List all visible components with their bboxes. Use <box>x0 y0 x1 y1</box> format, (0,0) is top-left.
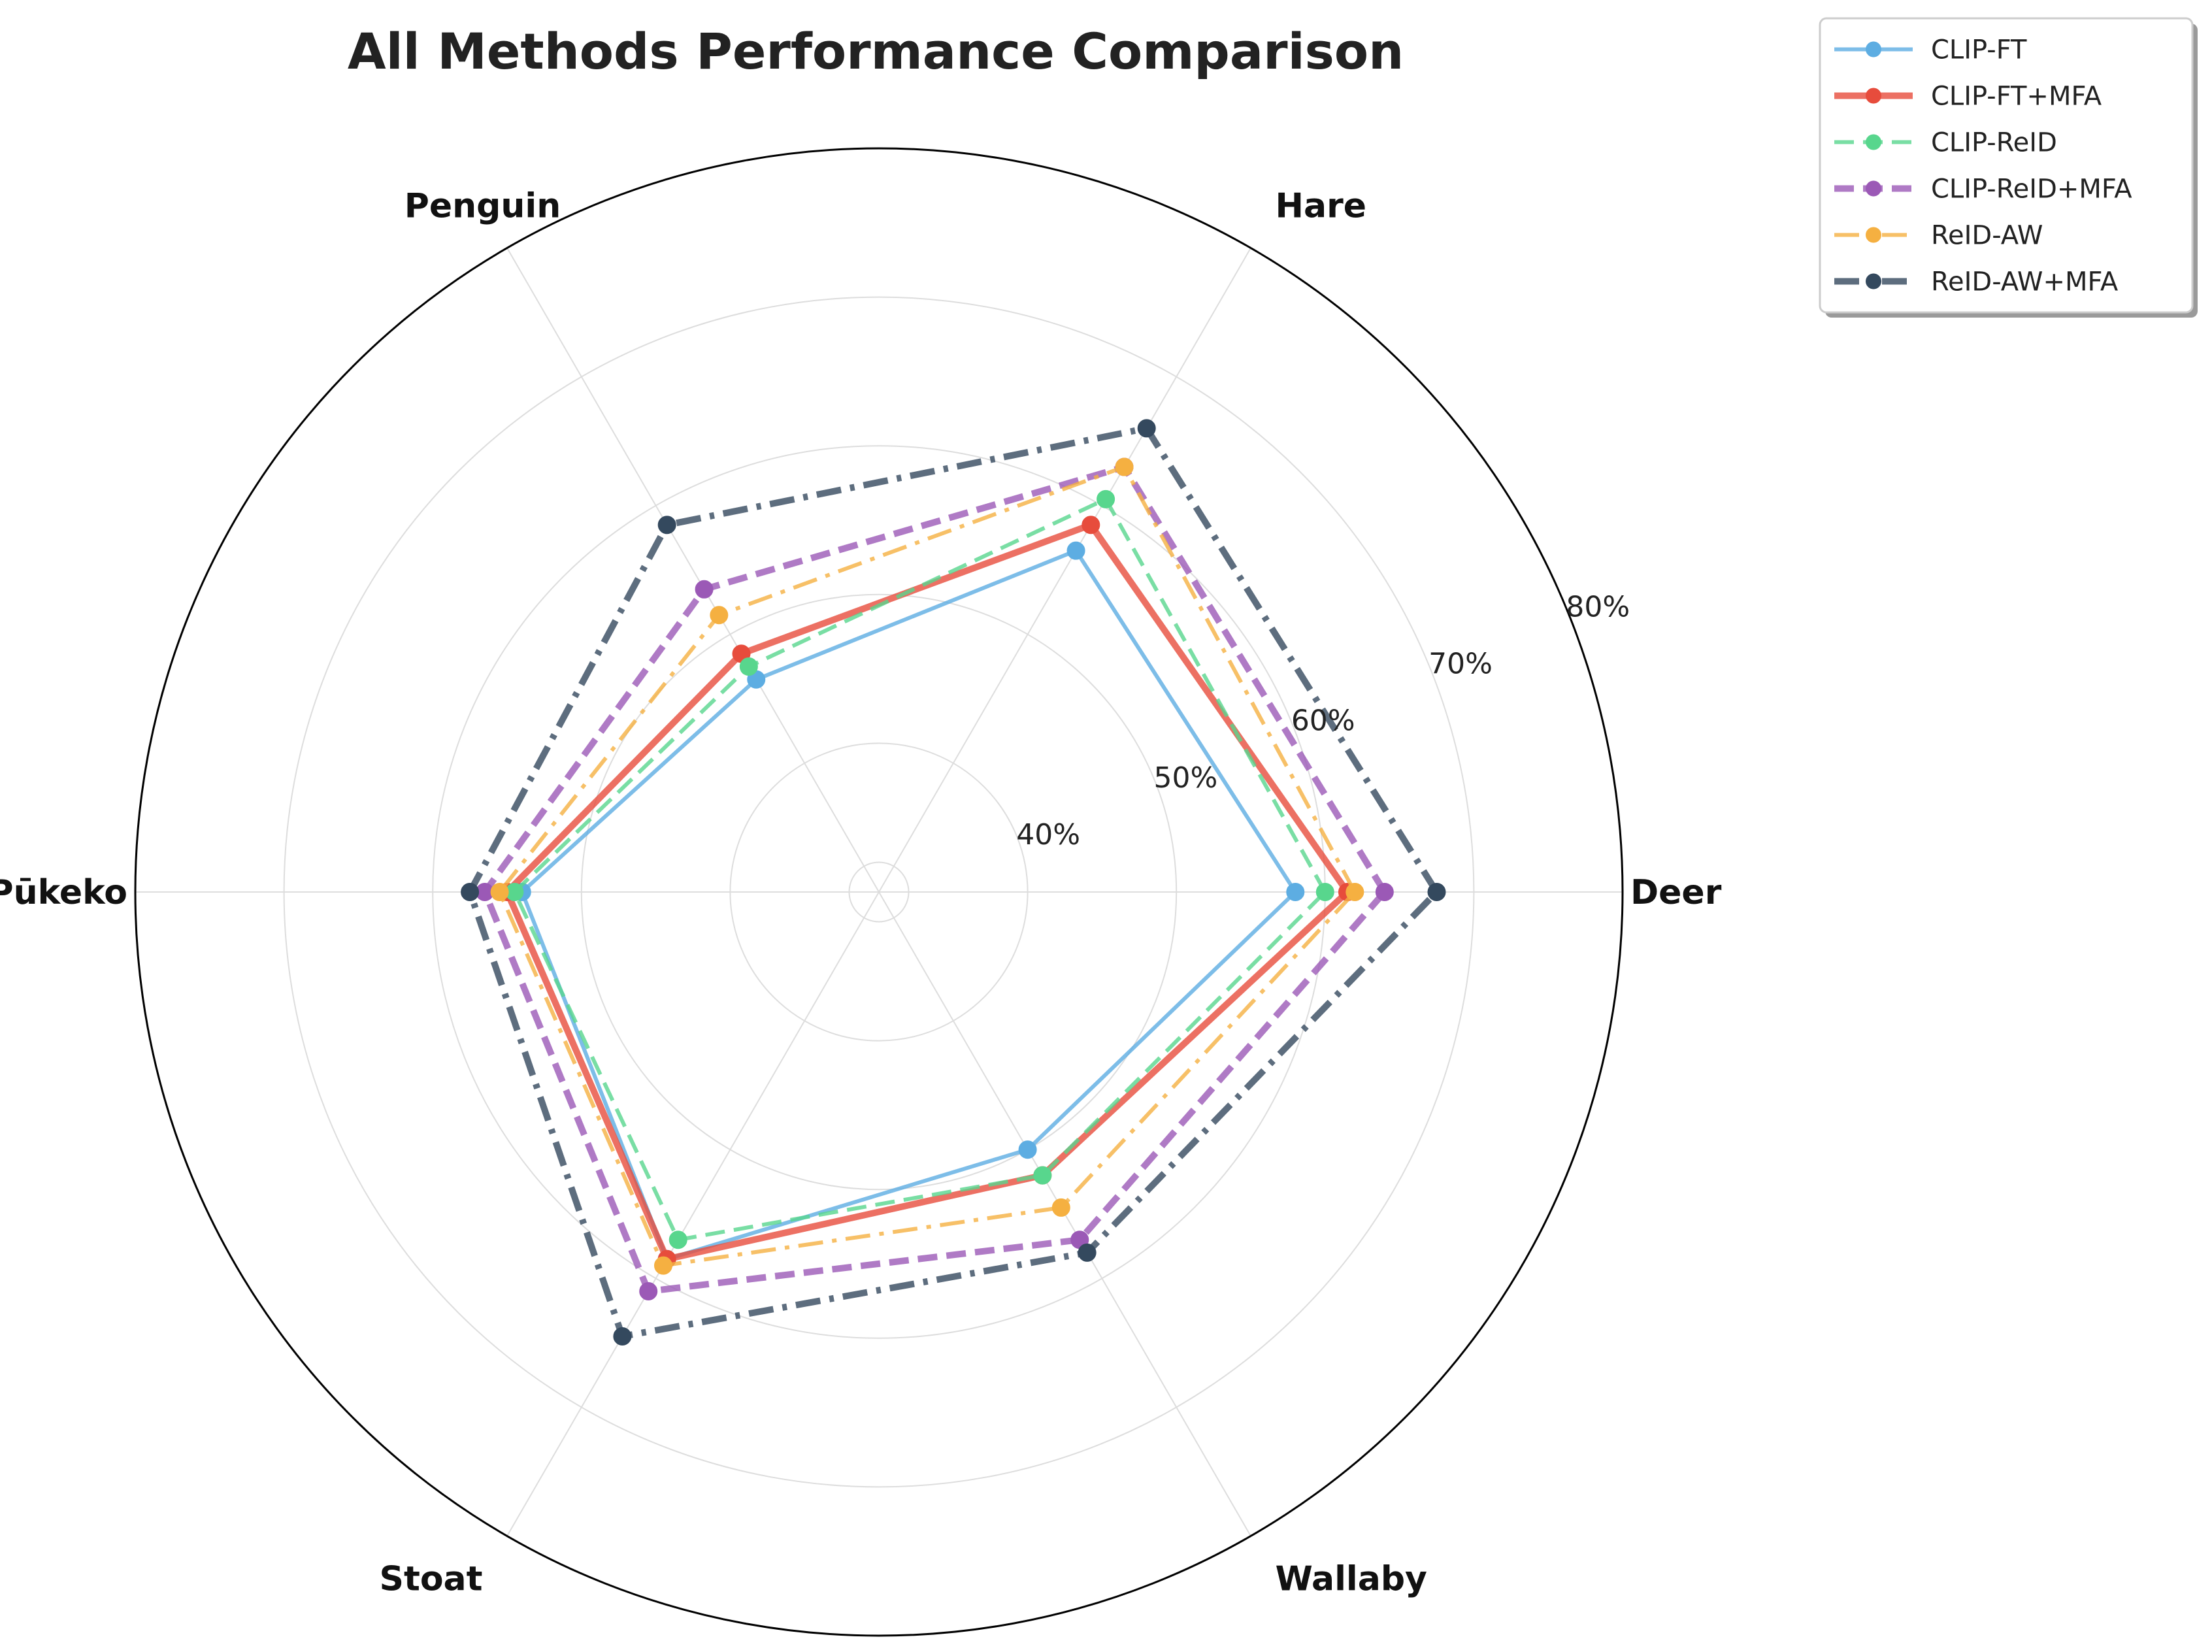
category-label-2: Penguin <box>404 187 561 226</box>
data-point-2-2 <box>739 657 758 676</box>
data-point-4-2 <box>710 606 729 625</box>
category-label-1: Hare <box>1276 187 1367 226</box>
legend-label-1: CLIP-FT+MFA <box>1931 82 2102 112</box>
radial-tick-label: 60% <box>1291 704 1355 738</box>
category-label-4: Stoat <box>380 1559 483 1598</box>
radial-tick-label: 80% <box>1566 591 1630 624</box>
legend-label-4: ReID-AW <box>1931 221 2043 251</box>
data-point-4-3 <box>490 883 509 901</box>
grid-spoke <box>878 247 1251 893</box>
data-point-3-2 <box>695 580 714 599</box>
radial-tick-label: 50% <box>1154 761 1218 795</box>
data-point-2-5 <box>1033 1166 1052 1185</box>
data-point-4-4 <box>653 1256 672 1275</box>
data-point-5-0 <box>1427 883 1446 901</box>
data-point-5-5 <box>1078 1243 1097 1262</box>
legend-label-3: CLIP-ReID+MFA <box>1931 174 2132 205</box>
series-2 <box>505 489 1334 1249</box>
data-point-1-1 <box>1081 516 1100 535</box>
data-point-0-5 <box>1018 1140 1037 1159</box>
data-point-2-1 <box>1097 489 1115 508</box>
data-point-5-2 <box>657 516 676 535</box>
radar-grid <box>134 147 1624 1637</box>
chart-title: All Methods Performance Comparison <box>348 22 1404 80</box>
grid-spoke <box>506 891 880 1537</box>
data-point-4-5 <box>1051 1198 1070 1217</box>
radial-tick-label: 40% <box>1016 818 1080 851</box>
legend-label-5: ReID-AW+MFA <box>1931 267 2119 297</box>
category-label-0: Deer <box>1630 873 1722 912</box>
data-point-0-0 <box>1286 883 1305 901</box>
legend-marker-1 <box>1866 88 1881 104</box>
data-point-3-0 <box>1375 883 1394 901</box>
legend-marker-3 <box>1866 180 1881 197</box>
radar-labels: 40% 50% 60% 70% 80% Deer Hare Penguin Pūkeko Stoa… <box>0 187 1722 1599</box>
polar-frame <box>134 147 1624 1637</box>
data-point-0-1 <box>1066 541 1085 560</box>
legend: CLIP-FT CLIP-FT+MFA CLIP-ReID CLIP-ReID+MFA… <box>1819 17 2198 318</box>
grid-spoke <box>506 247 880 893</box>
data-point-2-4 <box>669 1231 687 1249</box>
data-point-2-0 <box>1315 883 1334 901</box>
legend-label-0: CLIP-FT <box>1931 35 2027 65</box>
legend-marker-0 <box>1866 41 1881 58</box>
series-5 <box>461 419 1446 1346</box>
legend-marker-4 <box>1866 227 1881 243</box>
series-4 <box>490 457 1364 1275</box>
data-point-5-4 <box>613 1327 632 1346</box>
series-line-5 <box>466 424 1441 1340</box>
radial-tick-label: 70% <box>1428 648 1493 681</box>
data-point-5-3 <box>461 883 480 901</box>
legend-marker-5 <box>1866 273 1881 289</box>
data-point-5-1 <box>1137 419 1156 438</box>
data-point-4-1 <box>1115 457 1134 476</box>
legend-box <box>1819 17 2194 314</box>
radar-series <box>461 419 1446 1346</box>
series-0 <box>512 541 1305 1268</box>
legend-marker-2 <box>1866 134 1881 150</box>
data-point-3-4 <box>639 1282 658 1301</box>
category-label-5: Wallaby <box>1276 1559 1427 1598</box>
legend-label-2: CLIP-ReID <box>1931 128 2057 158</box>
category-label-3: Pūkeko <box>0 873 127 912</box>
data-point-4-0 <box>1345 883 1364 901</box>
